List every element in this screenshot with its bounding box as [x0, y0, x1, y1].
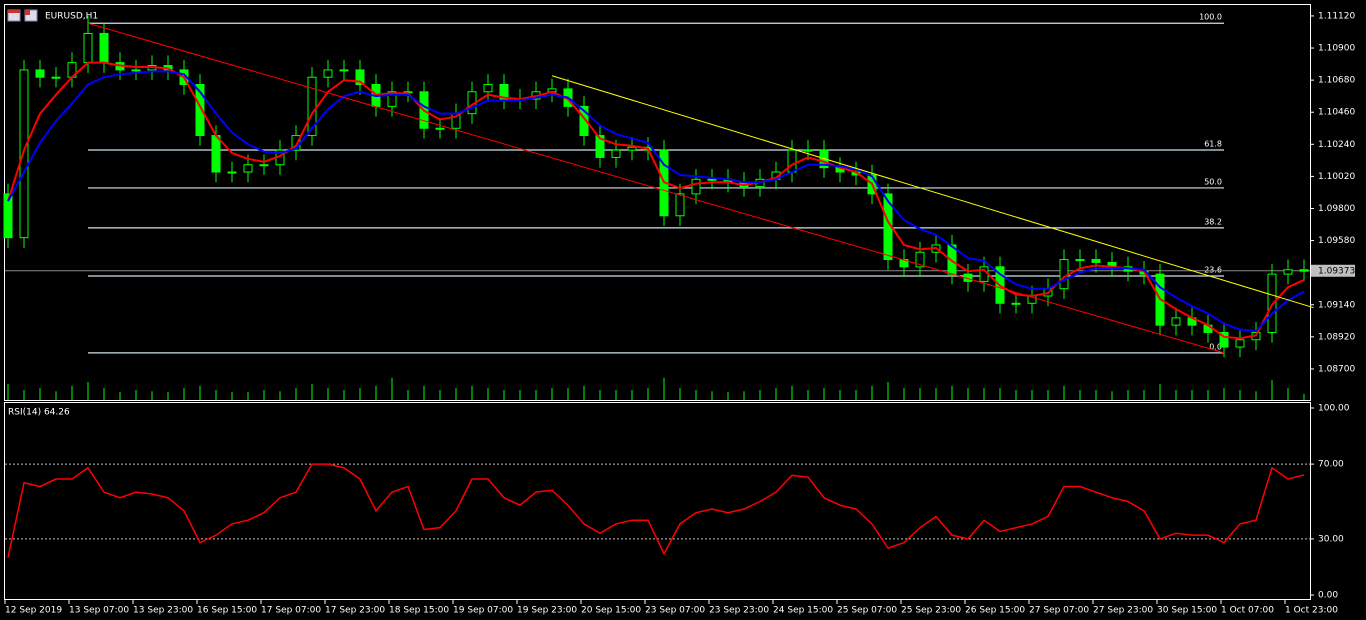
candle-body — [1235, 339, 1245, 348]
candle-body — [131, 69, 141, 72]
candle-body — [595, 135, 605, 158]
y-tick-label: 1.11120 — [1318, 11, 1355, 21]
candle-body — [1091, 259, 1101, 263]
current-price-box — [1311, 264, 1355, 277]
moving-average — [7, 70, 1305, 333]
candle-body — [355, 69, 365, 85]
x-tick-label: 20 Sep 15:00 — [581, 606, 641, 616]
y-tick-label: 70.00 — [1318, 460, 1344, 470]
candle-body — [435, 127, 445, 130]
x-tick-label: 19 Sep 23:00 — [517, 606, 577, 616]
fibo-label: 38.2 — [1204, 217, 1222, 226]
candle-body — [243, 164, 253, 173]
y-tick-label: 1.10240 — [1318, 140, 1355, 150]
fibo-label: 61.8 — [1204, 139, 1222, 148]
candle-body — [915, 251, 925, 268]
candle-body — [307, 76, 317, 137]
y-tick-label: 1.09140 — [1318, 300, 1355, 310]
x-tick-label: 25 Sep 23:00 — [901, 606, 961, 616]
fibo-label: 50.0 — [1204, 177, 1222, 186]
candle-body — [51, 76, 61, 79]
candle-body — [1171, 317, 1181, 326]
candle-body — [1059, 259, 1069, 290]
candle-body — [35, 69, 45, 78]
y-tick-label: 1.09580 — [1318, 236, 1355, 246]
y-tick-label: 1.08700 — [1318, 364, 1355, 374]
candle-body — [627, 146, 637, 151]
candle-body — [579, 105, 589, 137]
y-tick-label: 0.00 — [1318, 591, 1338, 601]
rsi-line — [7, 463, 1305, 558]
trendline — [551, 75, 1314, 309]
candle-body — [1219, 331, 1229, 348]
candle-body — [195, 83, 205, 137]
rsi-label: RSI(14) 64.26 — [8, 408, 70, 418]
x-tick-label: 30 Sep 15:00 — [1157, 606, 1217, 616]
candle-body — [19, 69, 29, 239]
fibo-label: 100.0 — [1199, 13, 1222, 22]
candle-body — [483, 83, 493, 93]
x-tick-label: 23 Sep 07:00 — [645, 606, 705, 616]
candle-body — [611, 149, 621, 158]
fibo-label: 0.0 — [1209, 342, 1222, 351]
x-tick-label: 13 Sep 07:00 — [69, 606, 129, 616]
trendline — [87, 22, 1225, 354]
x-tick-label: 17 Sep 07:00 — [261, 606, 321, 616]
x-tick-label: 12 Sep 2019 — [5, 606, 62, 616]
candle-body — [1075, 259, 1085, 262]
candle-body — [787, 149, 797, 173]
candle-body — [675, 193, 685, 217]
x-tick-label: 18 Sep 15:00 — [389, 606, 449, 616]
candle-body — [1283, 269, 1293, 275]
candle-body — [259, 164, 269, 167]
icon-properties-mark — [25, 10, 30, 15]
candle-body — [99, 32, 109, 64]
icon-properties[interactable] — [24, 9, 38, 22]
icon-window-bar — [8, 10, 20, 13]
fibo-label: 23.6 — [1204, 266, 1222, 275]
candle-body — [691, 178, 701, 195]
candle-body — [499, 83, 509, 100]
candle-body — [387, 91, 397, 107]
x-tick-label: 1 Oct 23:00 — [1285, 606, 1338, 616]
x-tick-label: 13 Sep 23:00 — [133, 606, 193, 616]
y-tick-label: 1.10900 — [1318, 44, 1355, 54]
y-tick-label: 1.10020 — [1318, 172, 1355, 182]
x-tick-label: 23 Sep 23:00 — [709, 606, 769, 616]
candle-body — [211, 135, 221, 173]
y-tick-label: 1.08920 — [1318, 332, 1355, 342]
y-tick-label: 30.00 — [1318, 534, 1344, 544]
symbol-icons[interactable] — [7, 9, 38, 22]
y-tick-label: 1.10460 — [1318, 108, 1355, 118]
candle-body — [1299, 269, 1309, 272]
current-price-label: 1.09373 — [1318, 266, 1355, 276]
candle-body — [339, 69, 349, 72]
x-tick-label: 27 Sep 23:00 — [1093, 606, 1153, 616]
x-tick-label: 17 Sep 23:00 — [325, 606, 385, 616]
chart-title: EURUSD,H1 — [45, 12, 98, 22]
candle-body — [3, 193, 13, 239]
x-tick-label: 25 Sep 07:00 — [837, 606, 897, 616]
x-tick-label: 24 Sep 15:00 — [773, 606, 833, 616]
candle-body — [707, 178, 717, 181]
x-tick-label: 16 Sep 15:00 — [197, 606, 257, 616]
rsi-pane-border — [4, 402, 1311, 600]
x-tick-label: 19 Sep 07:00 — [453, 606, 513, 616]
y-tick-label: 1.09800 — [1318, 204, 1355, 214]
x-tick-label: 26 Sep 15:00 — [965, 606, 1025, 616]
candle-body — [83, 32, 93, 64]
candle-body — [227, 171, 237, 174]
y-tick-label: 1.10680 — [1318, 76, 1355, 86]
candle-body — [323, 69, 333, 78]
y-tick-label: 100.00 — [1318, 404, 1350, 414]
candle-body — [1011, 302, 1021, 305]
x-tick-label: 27 Sep 07:00 — [1029, 606, 1089, 616]
candle-body — [803, 149, 813, 152]
x-tick-label: 1 Oct 07:00 — [1221, 606, 1274, 616]
moving-average — [7, 61, 1305, 340]
